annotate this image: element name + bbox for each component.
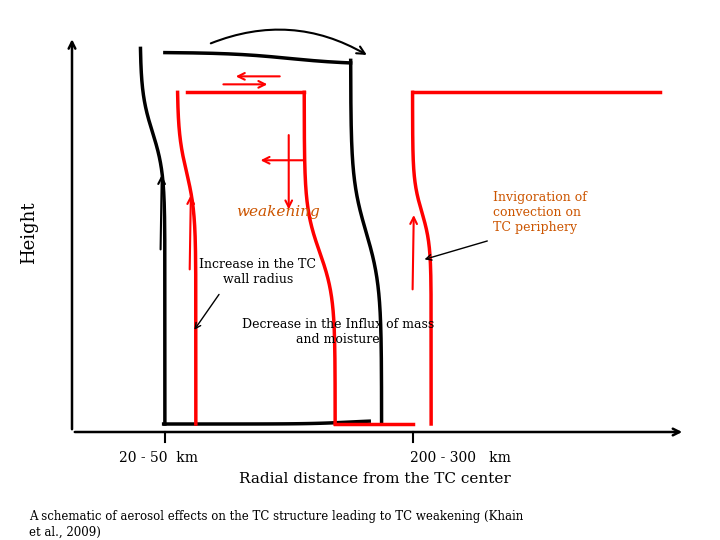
Text: Increase in the TC
wall radius: Increase in the TC wall radius: [199, 258, 316, 286]
Text: Invigoration of
convection on
TC periphery: Invigoration of convection on TC periphe…: [493, 191, 587, 234]
Text: Decrease in the Influx of mass
and moisture: Decrease in the Influx of mass and moist…: [242, 318, 434, 346]
Text: A schematic of aerosol effects on the TC structure leading to TC weakening (Khai: A schematic of aerosol effects on the TC…: [29, 510, 523, 538]
Text: Radial distance from the TC center: Radial distance from the TC center: [238, 472, 510, 487]
Text: 200 - 300   km: 200 - 300 km: [410, 451, 511, 465]
Text: weakening: weakening: [236, 205, 320, 219]
Text: 20 - 50  km: 20 - 50 km: [119, 451, 198, 465]
Text: Height: Height: [19, 201, 37, 264]
